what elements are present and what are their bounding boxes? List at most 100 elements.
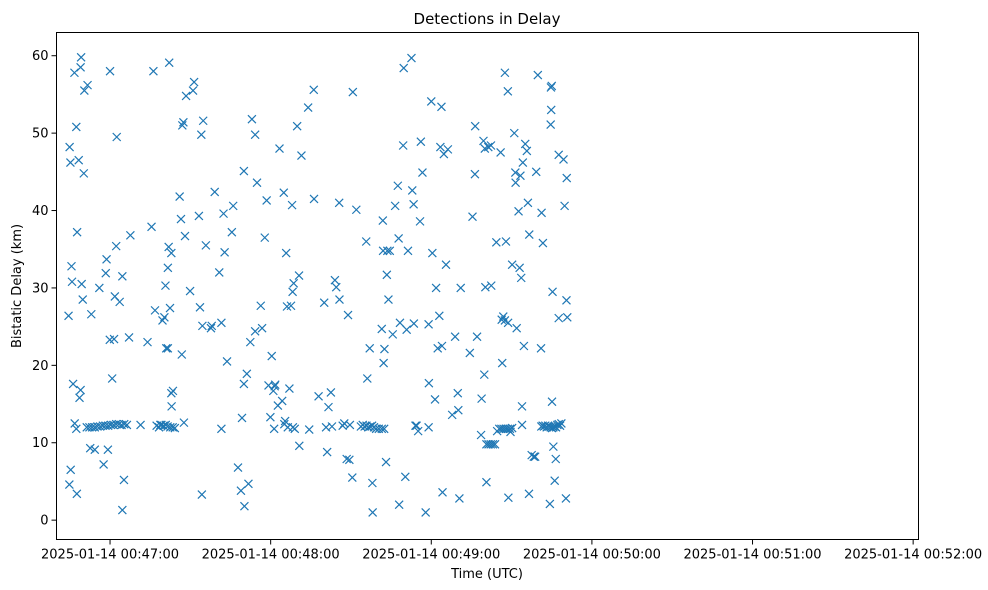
data-point — [530, 452, 540, 462]
data-point — [344, 455, 354, 465]
data-point — [421, 507, 431, 517]
y-tick-label: 0 — [40, 514, 48, 529]
data-point — [260, 233, 270, 243]
data-point — [545, 499, 555, 509]
data-point — [510, 168, 520, 178]
data-point — [326, 388, 336, 397]
data-point — [465, 348, 475, 358]
data-point — [197, 490, 207, 500]
data-point — [122, 420, 132, 430]
y-tick-label: 50 — [32, 127, 49, 142]
data-point — [424, 422, 434, 432]
data-point — [362, 374, 372, 383]
data-point — [287, 200, 297, 210]
data-point — [79, 86, 89, 95]
data-point — [256, 301, 266, 311]
data-point — [111, 241, 121, 251]
data-point — [309, 194, 319, 204]
data-point — [441, 260, 451, 270]
data-point — [94, 283, 104, 293]
data-point — [240, 501, 249, 511]
data-point — [486, 439, 496, 449]
data-point — [561, 494, 571, 503]
data-point — [327, 422, 337, 431]
data-point — [334, 198, 344, 208]
data-point — [195, 302, 205, 312]
data-point — [509, 128, 519, 138]
data-point — [210, 187, 220, 197]
data-point — [479, 136, 488, 146]
data-point — [560, 201, 570, 211]
data-point — [339, 418, 349, 428]
data-point — [237, 413, 247, 423]
data-point — [198, 116, 208, 126]
data-point — [252, 178, 262, 188]
data-point — [148, 66, 158, 76]
data-point — [503, 86, 513, 96]
data-point — [331, 282, 341, 292]
data-point — [71, 122, 81, 132]
data-point — [409, 319, 419, 328]
data-point — [415, 216, 425, 226]
data-point — [393, 181, 403, 191]
data-point — [551, 454, 561, 464]
data-point — [79, 168, 89, 178]
data-point — [494, 424, 504, 434]
data-point — [228, 201, 238, 211]
data-point — [214, 268, 224, 277]
y-tick-label: 30 — [32, 281, 49, 296]
data-point — [343, 310, 353, 320]
data-point — [269, 424, 279, 434]
chart-title: Detections in Delay — [414, 10, 561, 28]
data-point — [450, 332, 460, 342]
data-point — [119, 475, 129, 485]
data-point — [516, 171, 525, 181]
data-point — [297, 151, 306, 160]
data-point — [86, 309, 96, 319]
data-point — [77, 279, 87, 289]
x-tick-label: 2025-01-14 00:51:00 — [683, 548, 821, 563]
data-point — [368, 507, 378, 517]
data-point — [365, 343, 375, 353]
data-point — [479, 370, 489, 380]
data-point — [117, 271, 127, 281]
data-point — [559, 155, 568, 164]
data-point — [496, 148, 506, 157]
data-point — [103, 445, 113, 455]
data-point — [547, 81, 557, 91]
data-point — [257, 323, 267, 333]
data-point — [435, 142, 445, 152]
data-point — [207, 321, 217, 331]
data-point — [262, 196, 272, 205]
data-point — [483, 142, 493, 152]
data-point — [66, 465, 76, 475]
x-axis: 2025-01-14 00:47:00 2025-01-14 00:48:00 20… — [41, 539, 982, 563]
data-point — [284, 384, 294, 393]
x-tick-label: 2025-01-14 00:48:00 — [202, 548, 340, 563]
x-axis-label: Time (UTC) — [450, 567, 523, 582]
data-point — [486, 281, 496, 291]
data-point — [177, 120, 187, 130]
data-point — [470, 121, 480, 131]
data-point — [265, 412, 275, 422]
data-point — [189, 77, 199, 87]
data-point — [220, 247, 230, 257]
data-point — [503, 318, 513, 328]
data-point — [434, 311, 444, 321]
data-point — [90, 445, 100, 455]
data-point — [180, 231, 190, 241]
data-point — [500, 68, 510, 78]
x-tick-label: 2025-01-14 00:52:00 — [844, 548, 982, 563]
y-axis-label: Bistatic Delay (km) — [10, 224, 25, 348]
data-point — [501, 237, 511, 246]
data-point — [378, 216, 388, 226]
data-point — [548, 287, 557, 297]
data-point — [390, 201, 400, 211]
data-point — [384, 295, 393, 304]
data-point — [416, 137, 426, 147]
data-point — [407, 53, 416, 63]
data-point — [546, 105, 556, 115]
data-point — [511, 178, 521, 188]
data-point — [472, 332, 482, 342]
data-point — [345, 420, 355, 430]
